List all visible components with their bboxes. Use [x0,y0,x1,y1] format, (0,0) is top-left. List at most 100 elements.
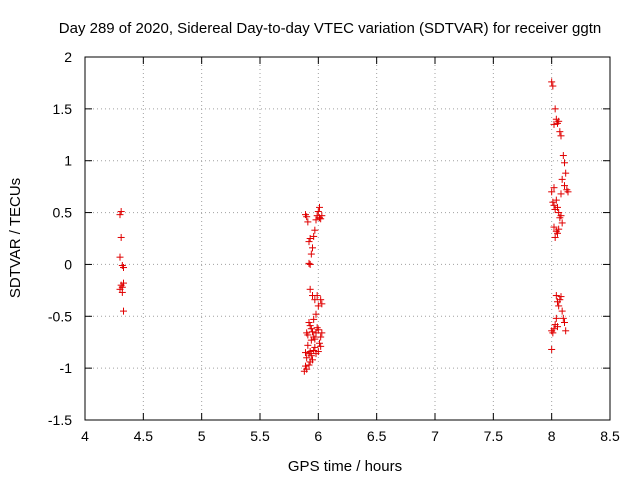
data-point [304,341,312,349]
y-tick-label: -1.5 [48,412,72,428]
data-point [303,213,311,221]
data-point [555,302,563,310]
data-point [118,288,126,296]
data-point [555,117,563,125]
x-tick-label: 8.5 [600,428,620,444]
data-point [556,296,564,304]
x-tick-label: 5.5 [250,428,270,444]
data-point [557,190,565,198]
x-tick-label: 6 [314,428,322,444]
data-point [551,233,559,241]
data-point [309,244,316,252]
data-point [305,238,313,246]
data-point [554,229,561,237]
data-point [306,358,314,366]
data-point [305,361,313,369]
data-point [551,105,559,113]
data-point [117,208,125,216]
data-point [305,259,313,267]
data-point [316,339,323,347]
data-point [307,250,315,258]
data-point [550,120,558,128]
data-point [116,211,124,219]
data-point [550,223,558,231]
data-point [305,319,313,327]
ticks [84,56,611,421]
chart-title: Day 289 of 2020, Sidereal Day-to-day VTE… [59,20,601,37]
data-point [317,342,325,350]
data-point [306,260,314,268]
data-point [549,82,557,90]
data-point [314,348,322,356]
data-point [559,314,567,322]
x-tick-labels: 4 4.5 5 5.5 6 6.5 7 7.5 8 8.5 [81,428,620,444]
y-axis-label: SDTVAR / TECUs [7,178,24,298]
data-point [307,325,315,333]
data-point [303,365,311,373]
data-point [306,322,314,330]
data-point [316,203,323,211]
data-point [307,336,315,344]
data-point [310,232,318,240]
data-point [561,159,568,167]
x-tick-label: 5 [198,428,206,444]
data-point [318,300,326,308]
data-point [303,354,311,362]
data-point [317,215,325,223]
data-point [120,279,127,287]
data-point [552,196,560,204]
y-tick-labels: -1.5 -1 -0.5 0 0.5 1 1.5 2 [48,49,72,428]
data-point [558,219,566,227]
data-point [116,253,124,261]
data-point [120,307,127,315]
data-points [116,78,572,375]
data-point [557,132,565,140]
data-point [302,349,309,357]
data-point [557,293,565,301]
x-tick-label: 4 [81,428,89,444]
data-point [311,335,319,343]
axes [84,56,611,421]
y-tick-label: -1 [60,360,73,376]
data-point [559,152,567,160]
data-point [557,212,565,220]
x-tick-label: 6.5 [367,428,387,444]
data-point [310,315,318,323]
data-point [558,307,566,315]
data-point [314,326,322,334]
data-point [564,188,572,196]
data-point [552,292,560,300]
data-point [561,182,568,190]
y-tick-label: 0.5 [53,205,73,221]
data-point [312,310,320,318]
data-point [548,327,556,335]
data-point [548,345,556,353]
x-tick-label: 4.5 [134,428,154,444]
data-point [548,78,556,86]
data-point [548,188,556,196]
grid [85,57,610,420]
data-point [561,319,568,327]
data-point [555,225,563,233]
data-point [552,314,560,322]
data-point [317,333,325,341]
y-tick-label: 1.5 [53,101,73,117]
x-axis-label: GPS time / hours [288,458,402,475]
data-point [317,296,325,304]
data-point [311,226,319,234]
data-point [562,327,570,335]
data-point [558,175,566,183]
data-point [307,352,315,360]
data-point [318,329,326,337]
data-point [562,169,570,177]
data-point [306,285,314,293]
data-point [311,343,319,351]
data-point [309,328,316,336]
y-tick-label: 1 [64,153,72,169]
data-point [304,218,312,226]
data-point [306,348,314,356]
data-point [314,208,322,216]
data-point [554,323,561,331]
x-tick-label: 8 [548,428,556,444]
